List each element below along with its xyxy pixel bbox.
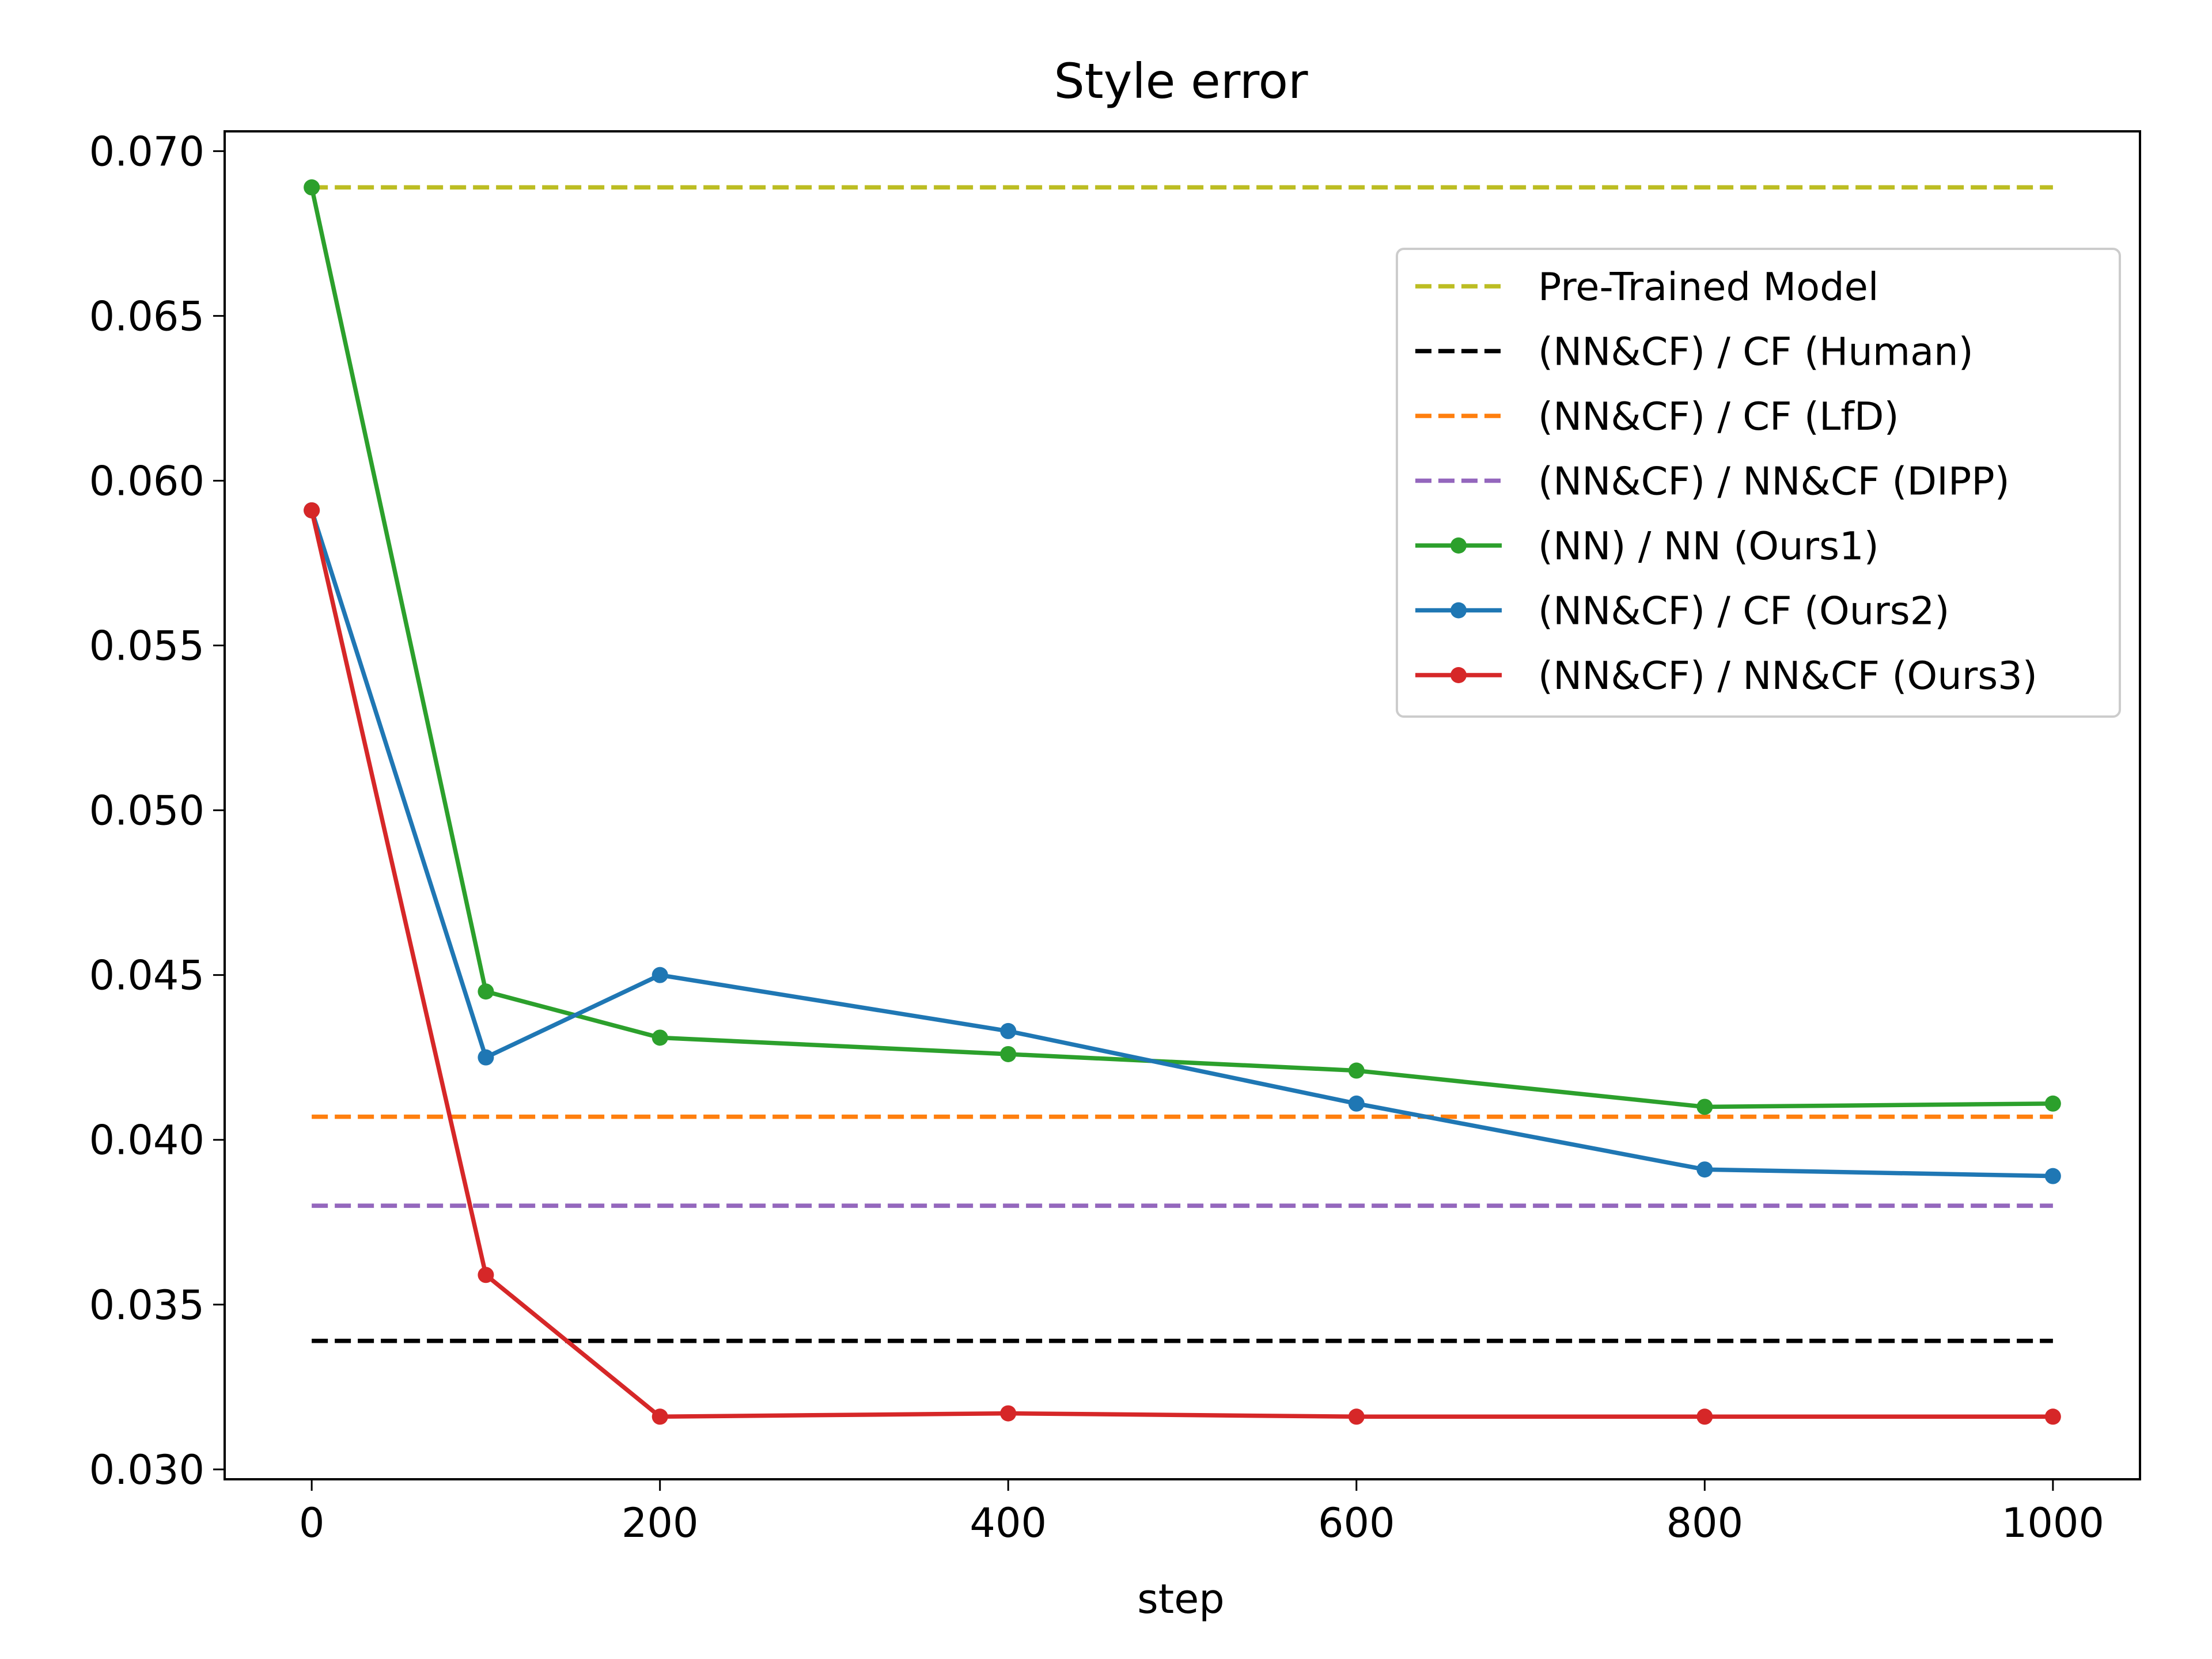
- series-6-point: [2044, 1168, 2061, 1184]
- y-tick-label: 0.065: [89, 293, 204, 340]
- y-tick-label: 0.040: [89, 1117, 204, 1164]
- x-tick-label: 0: [299, 1499, 325, 1547]
- series-7-point: [2044, 1408, 2061, 1425]
- y-tick-label: 0.050: [89, 787, 204, 835]
- x-tick-label: 1000: [2002, 1499, 2104, 1547]
- series-7-point: [304, 502, 320, 518]
- series-5-point: [1696, 1099, 1713, 1115]
- legend-label-3: (NN&CF) / CF (LfD): [1538, 394, 1899, 439]
- x-tick-label: 400: [969, 1499, 1047, 1547]
- legend-marker-7: [1450, 667, 1467, 683]
- legend-label-4: (NN&CF) / NN&CF (DIPP): [1538, 459, 2010, 504]
- legend-box: [1396, 248, 2121, 718]
- series-7-point: [1696, 1408, 1713, 1425]
- series-layer: [304, 179, 2061, 1425]
- x-tick-label: 800: [1666, 1499, 1744, 1547]
- y-tick-label: 0.035: [89, 1282, 204, 1329]
- legend-label-1: Pre-Trained Model: [1538, 264, 1879, 309]
- series-5-point: [1000, 1046, 1017, 1062]
- y-tick-label: 0.060: [89, 457, 204, 505]
- legend-marker-6: [1450, 602, 1467, 619]
- legend-label-5: (NN) / NN (Ours1): [1538, 524, 1879, 569]
- x-axis: 0 200 400 600 800 1000: [299, 1479, 2104, 1547]
- series-5-point: [304, 179, 320, 196]
- x-tick-label: 600: [1318, 1499, 1395, 1547]
- y-axis: 0.030 0.035 0.040 0.045 0.050 0.055 0.060 0.065…: [89, 128, 225, 1494]
- y-tick-label: 0.070: [89, 128, 204, 175]
- legend-label-2: (NN&CF) / CF (Human): [1538, 329, 1974, 374]
- series-6-point: [652, 967, 668, 983]
- plot-area: [224, 130, 2141, 1480]
- series-6-point: [1000, 1022, 1017, 1039]
- x-axis-label: step: [1137, 1575, 1224, 1623]
- series-6-point: [1348, 1095, 1365, 1112]
- series-5-point: [2044, 1095, 2061, 1112]
- legend: Pre-Trained Model (NN&CF) / CF (Human) (NN…: [1396, 248, 2121, 718]
- series-7-point: [478, 1267, 494, 1283]
- y-tick-label: 0.055: [89, 623, 204, 670]
- series-7-point: [652, 1408, 668, 1425]
- series-6-point: [478, 1049, 494, 1066]
- y-tick-label: 0.030: [89, 1446, 204, 1494]
- series-5-point: [1348, 1062, 1365, 1079]
- y-tick-label: 0.045: [89, 952, 204, 999]
- x-tick-label: 200: [622, 1499, 699, 1547]
- series-7-point: [1000, 1405, 1017, 1422]
- series-6-point: [1696, 1161, 1713, 1178]
- chart-title: Style error: [1054, 53, 1308, 109]
- series-5-point: [478, 983, 494, 1000]
- legend-label-7: (NN&CF) / NN&CF (Ours3): [1538, 653, 2037, 698]
- series-7-point: [1348, 1408, 1365, 1425]
- legend-marker-5: [1450, 537, 1467, 554]
- legend-label-6: (NN&CF) / CF (Ours2): [1538, 589, 1949, 634]
- series-5-point: [652, 1029, 668, 1046]
